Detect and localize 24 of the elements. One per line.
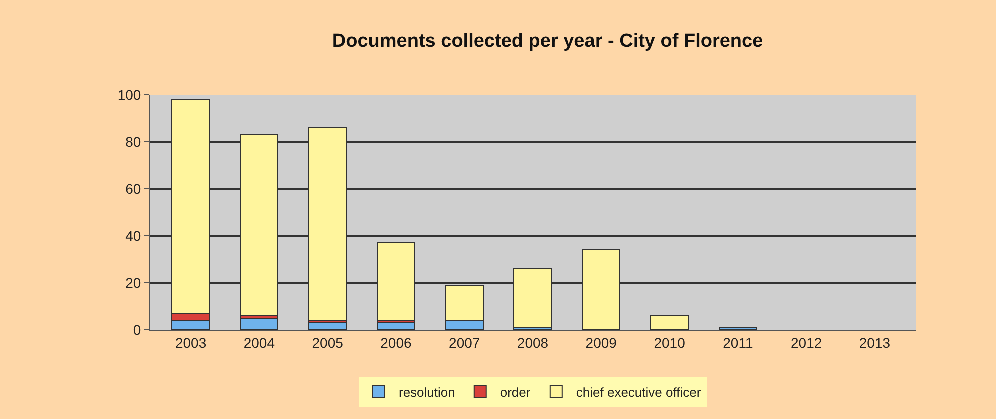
x-tick-label: 2005 [312,334,344,351]
bar [240,318,279,330]
x-tick-label: 2009 [586,334,618,351]
legend-label: order [500,385,532,400]
x-tick-label: 2007 [449,334,480,351]
x-tick-label: 2011 [723,334,754,351]
x-tick-label: 2013 [859,334,891,351]
bar [650,315,690,330]
legend-label: chief executive officer [576,385,702,400]
y-tick-label: 20 [126,274,142,291]
x-tick-label: 2006 [380,334,412,351]
x-tick-label: 2012 [790,334,822,351]
x-tick-label: 2004 [244,334,276,351]
x-tick-label: 2008 [517,334,549,351]
y-tick-label: 80 [126,134,142,150]
y-tick-label: 60 [126,180,142,197]
legend-label: resolution [399,385,456,400]
y-tick-label: 0 [133,322,142,338]
y-tick-label: 100 [118,86,142,103]
chart-title: Documents collected per year - City of Florence [332,30,764,52]
y-tick-label: 40 [126,228,142,244]
bar [718,327,758,330]
x-tick-label: 2003 [175,334,207,351]
x-tick-label: 2010 [654,334,686,351]
